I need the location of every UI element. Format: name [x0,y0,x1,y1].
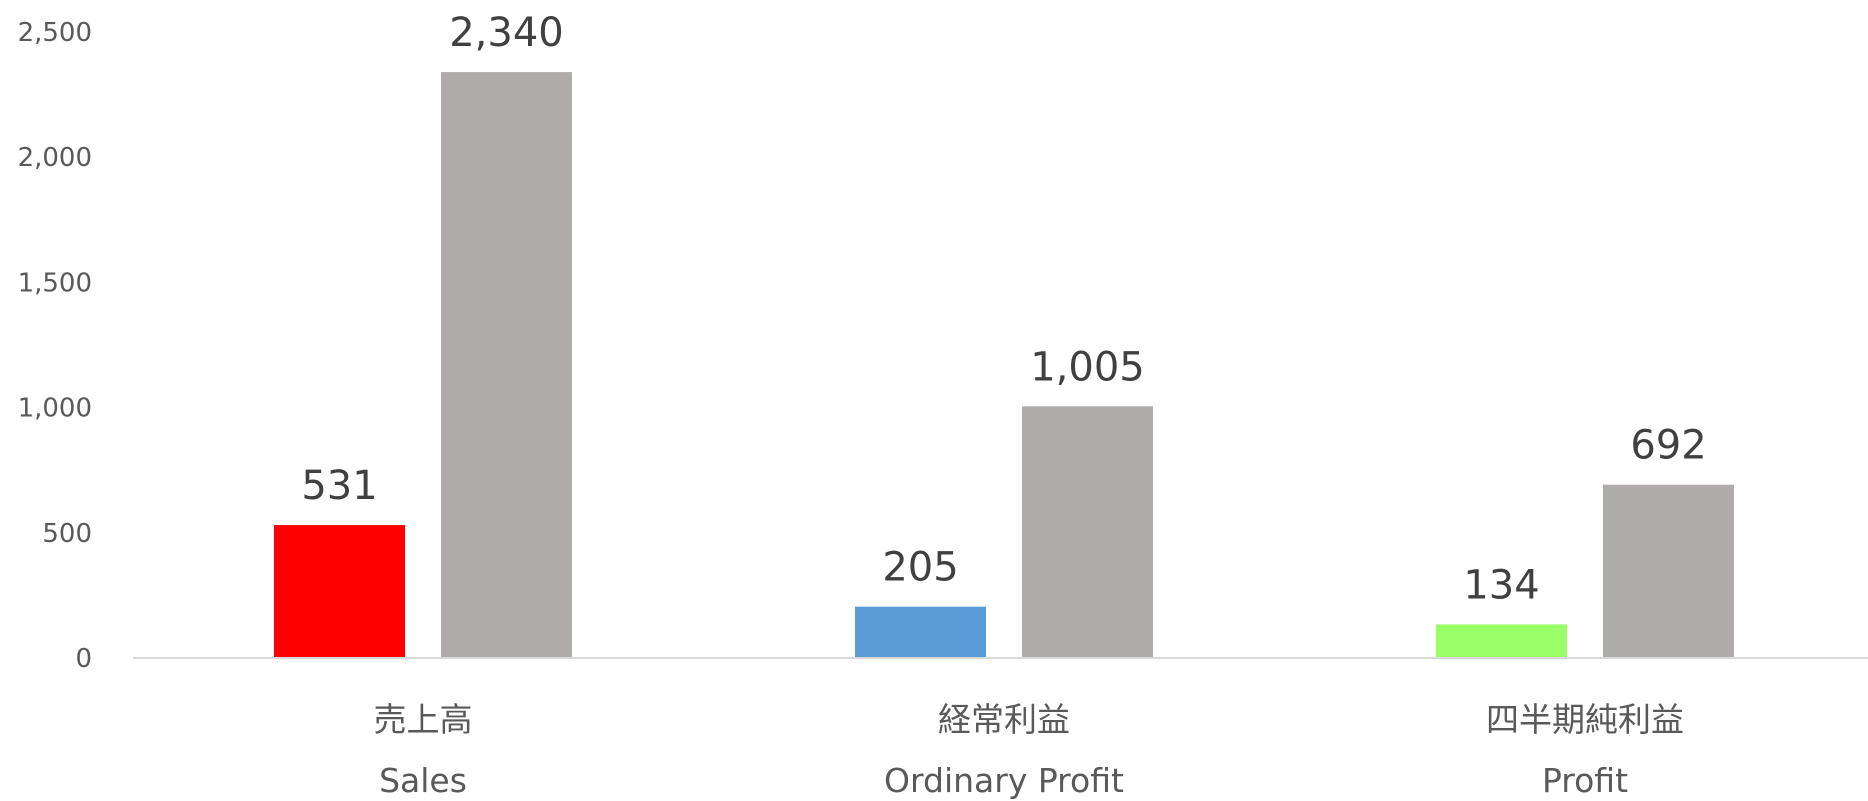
bar-comparison-1 [1022,406,1153,658]
y-tick-label: 2,000 [18,143,92,173]
bar-current-0 [274,525,405,658]
y-axis-tick-labels: 0 500 1,000 1,500 2,000 2,500 [18,18,92,674]
bar-value-label: 2,340 [449,10,564,56]
bar-value-label: 692 [1630,423,1706,469]
bar-value-label: 205 [882,545,958,591]
y-tick-label: 1,000 [18,394,92,424]
bar-value-label: 1,005 [1030,344,1145,390]
category-label-ja: 経常利益 [938,700,1070,739]
category-label-en: Ordinary Profit [884,761,1124,800]
category-label-en: Sales [379,761,467,800]
bar-comparison-0 [441,72,572,658]
bars [274,72,1734,658]
category-label-ja: 四半期純利益 [1486,700,1684,739]
bar-value-label: 531 [301,463,377,509]
bar-comparison-2 [1603,484,1734,658]
y-tick-label: 1,500 [18,268,92,298]
y-tick-label: 0 [75,644,92,674]
bar-value-label: 134 [1463,562,1539,608]
data-labels: 531 2,340 205 1,005 134 692 [301,10,1706,608]
bar-current-1 [855,606,986,658]
category-label-ja: 売上高 [374,700,473,739]
y-tick-label: 500 [42,519,92,549]
category-labels: 売上高 Sales 経常利益 Ordinary Profit 四半期純利益 Profit [374,700,1685,800]
bar-current-2 [1436,624,1567,658]
category-label-en: Profit [1542,761,1628,800]
y-tick-label: 2,500 [18,18,92,48]
